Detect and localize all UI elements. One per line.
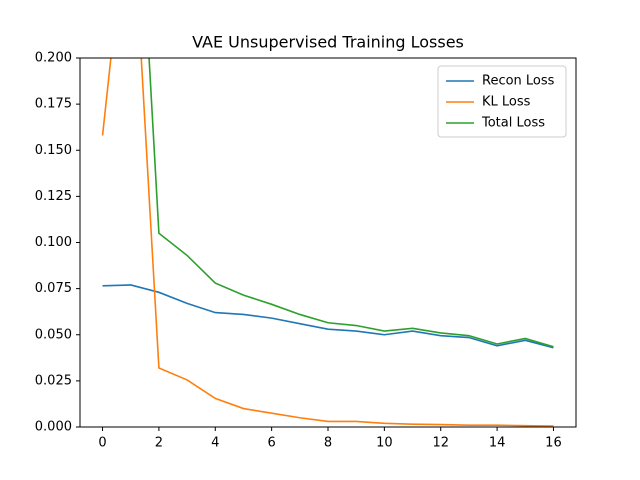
plot-area — [101, 58, 554, 427]
legend-label: KL Loss — [482, 95, 531, 110]
y-tick-label: 0.025 — [35, 373, 72, 388]
y-tick-label: 0.200 — [35, 51, 72, 66]
x-tick-label: 14 — [489, 436, 506, 451]
x-tick-label: 16 — [545, 436, 562, 451]
x-tick-label: 8 — [324, 436, 332, 451]
line-series — [148, 58, 554, 348]
y-tick-label: 0.075 — [35, 281, 72, 296]
x-tick-label: 4 — [211, 436, 219, 451]
y-tick-label: 0.150 — [35, 143, 72, 158]
x-tick-label: 2 — [155, 436, 163, 451]
line-series — [101, 58, 554, 427]
x-tick-label: 0 — [98, 436, 106, 451]
legend-label: Total Loss — [481, 116, 545, 131]
y-tick-label: 0.100 — [35, 235, 72, 250]
chart-title: VAE Unsupervised Training Losses — [192, 33, 464, 52]
x-tick-label: 10 — [376, 436, 393, 451]
y-tick-label: 0.050 — [35, 327, 72, 342]
y-tick-label: 0.175 — [35, 97, 72, 112]
legend-label: Recon Loss — [482, 74, 555, 89]
line-series — [102, 284, 554, 349]
x-tick-label: 6 — [267, 436, 275, 451]
y-tick-label: 0.000 — [35, 420, 72, 435]
y-tick-label: 0.125 — [35, 189, 72, 204]
x-tick-label: 12 — [432, 436, 449, 451]
legend-box — [437, 65, 567, 138]
